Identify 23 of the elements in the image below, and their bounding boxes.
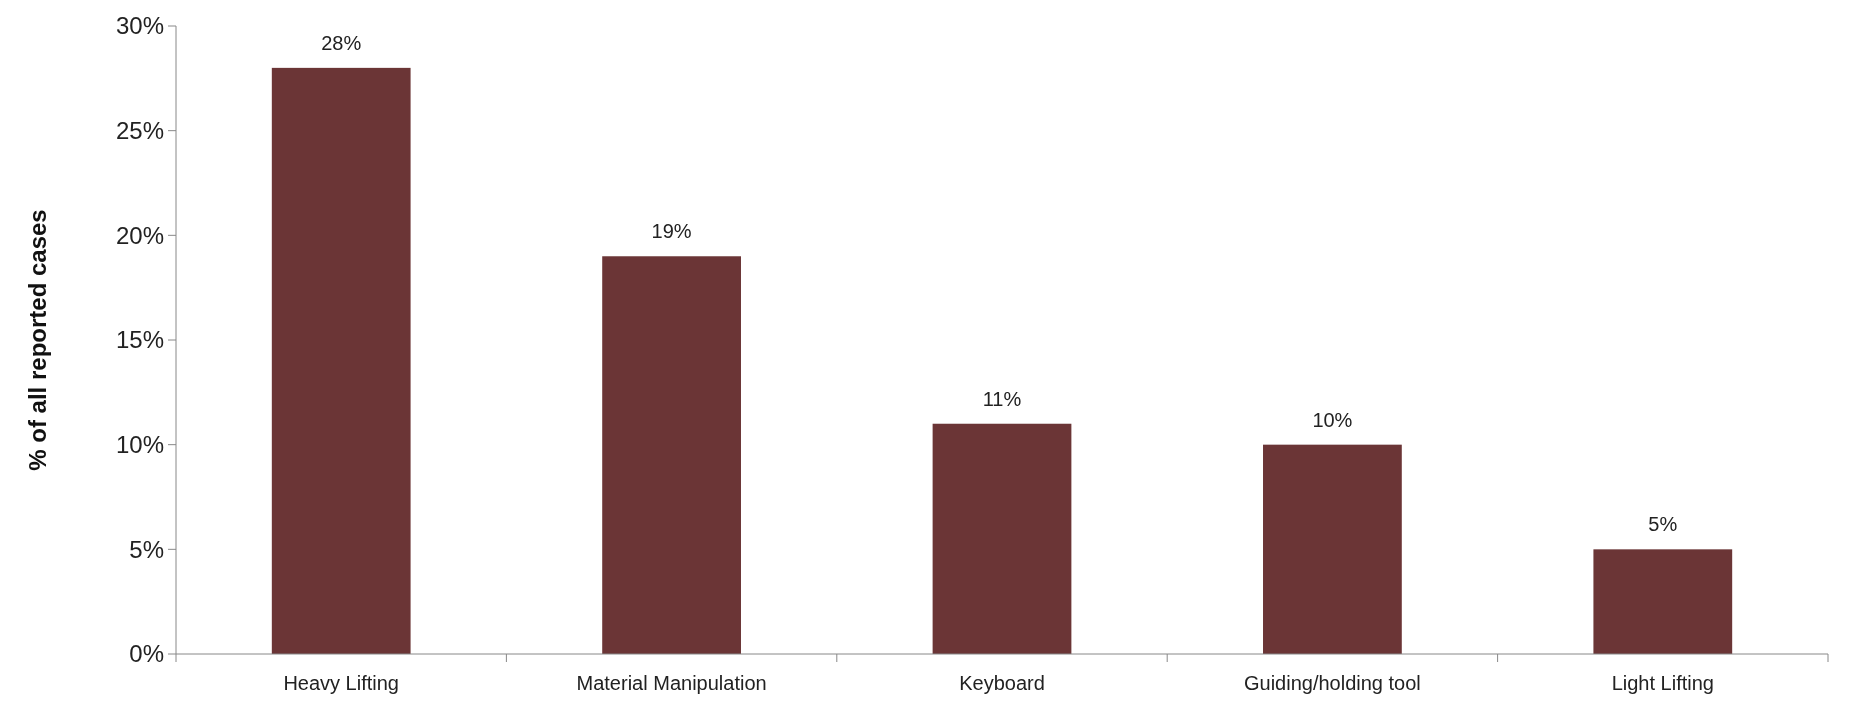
- y-tick-label: 5%: [129, 535, 164, 563]
- y-tick-label: 0%: [129, 640, 164, 668]
- data-label: 19%: [651, 220, 692, 243]
- x-tick-label: Keyboard: [959, 672, 1045, 694]
- data-label: 11%: [982, 387, 1022, 410]
- y-tick-label: 20%: [115, 221, 164, 249]
- x-tick-label: Material Manipulation: [576, 672, 767, 694]
- bar: [1263, 444, 1402, 654]
- bar: [1593, 549, 1733, 654]
- y-tick-label: 15%: [115, 326, 164, 354]
- data-label: 28%: [321, 31, 362, 54]
- y-axis-title: % of all reported cases: [24, 209, 51, 471]
- y-tick-label: 30%: [115, 12, 164, 40]
- x-tick-label: Heavy Lifting: [283, 672, 400, 694]
- bar: [271, 67, 411, 654]
- data-label: 5%: [1648, 513, 1678, 536]
- x-tick-label: Guiding/holding tool: [1244, 672, 1421, 694]
- y-tick-label: 10%: [115, 431, 164, 459]
- bar: [932, 423, 1072, 654]
- data-label: 10%: [1312, 408, 1353, 431]
- y-tick-label: 25%: [115, 117, 164, 145]
- x-tick-label: Light Lifting: [1611, 672, 1714, 694]
- bar: [602, 256, 741, 654]
